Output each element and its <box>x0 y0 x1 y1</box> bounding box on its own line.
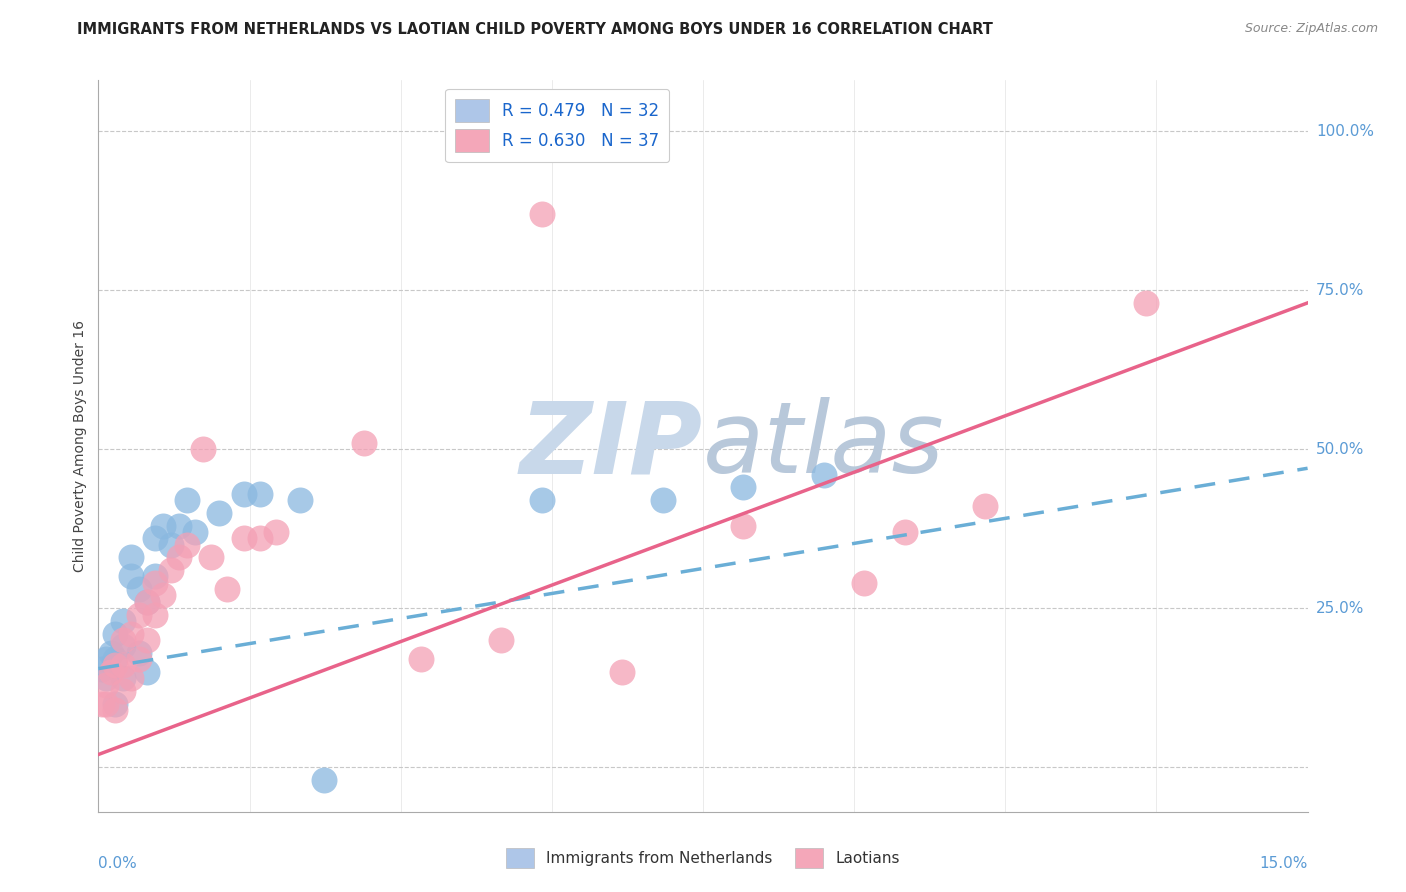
Point <box>96 677 118 691</box>
Legend: R = 0.479   N = 32, R = 0.630   N = 37: R = 0.479 N = 32, R = 0.630 N = 37 <box>446 88 669 162</box>
Point <box>530 207 553 221</box>
Text: 50.0%: 50.0% <box>1316 442 1364 457</box>
Point <box>120 671 142 685</box>
Point <box>91 697 114 711</box>
Point <box>120 550 142 565</box>
Point <box>96 671 118 685</box>
Point <box>111 632 134 647</box>
Point <box>100 665 122 679</box>
Text: 100.0%: 100.0% <box>1316 124 1374 138</box>
Point <box>612 665 634 679</box>
Point <box>288 493 311 508</box>
Point <box>111 640 134 654</box>
Point <box>409 652 432 666</box>
Point <box>111 614 134 628</box>
Point <box>91 662 114 676</box>
Point <box>353 435 375 450</box>
Y-axis label: Child Poverty Among Boys Under 16: Child Poverty Among Boys Under 16 <box>73 320 87 572</box>
Point <box>96 652 118 666</box>
Point <box>143 569 166 583</box>
Point <box>217 582 239 596</box>
Point <box>160 538 183 552</box>
Point <box>135 595 157 609</box>
Point <box>1135 296 1157 310</box>
Text: 75.0%: 75.0% <box>1316 283 1364 298</box>
Point <box>128 652 150 666</box>
Point <box>111 684 134 698</box>
Point <box>100 646 122 660</box>
Point <box>103 697 125 711</box>
Point <box>103 626 125 640</box>
Point <box>143 531 166 545</box>
Point <box>120 569 142 583</box>
Point <box>893 524 915 539</box>
Text: 15.0%: 15.0% <box>1260 855 1308 871</box>
Point <box>249 531 271 545</box>
Point <box>853 575 876 590</box>
Point <box>264 524 287 539</box>
Point <box>111 671 134 685</box>
Point <box>143 575 166 590</box>
Point <box>249 486 271 500</box>
Point <box>176 538 198 552</box>
Point <box>135 632 157 647</box>
Text: 0.0%: 0.0% <box>98 855 138 871</box>
Text: atlas: atlas <box>703 398 945 494</box>
Point <box>135 595 157 609</box>
Point <box>128 646 150 660</box>
Text: Source: ZipAtlas.com: Source: ZipAtlas.com <box>1244 22 1378 36</box>
Point <box>111 658 134 673</box>
Point <box>160 563 183 577</box>
Point <box>491 632 513 647</box>
Point <box>167 518 190 533</box>
Point <box>733 518 755 533</box>
Point <box>232 486 254 500</box>
Point <box>200 550 222 565</box>
Legend: Immigrants from Netherlands, Laotians: Immigrants from Netherlands, Laotians <box>499 840 907 875</box>
Point <box>176 493 198 508</box>
Point <box>974 500 997 514</box>
Text: 25.0%: 25.0% <box>1316 600 1364 615</box>
Point <box>152 589 174 603</box>
Point <box>733 480 755 494</box>
Point <box>128 607 150 622</box>
Point <box>135 665 157 679</box>
Point <box>120 626 142 640</box>
Point <box>232 531 254 545</box>
Point <box>167 550 190 565</box>
Point <box>530 493 553 508</box>
Point <box>143 607 166 622</box>
Point <box>813 467 835 482</box>
Point <box>96 697 118 711</box>
Point <box>208 506 231 520</box>
Point <box>103 658 125 673</box>
Text: IMMIGRANTS FROM NETHERLANDS VS LAOTIAN CHILD POVERTY AMONG BOYS UNDER 16 CORRELA: IMMIGRANTS FROM NETHERLANDS VS LAOTIAN C… <box>77 22 993 37</box>
Point <box>152 518 174 533</box>
Point <box>193 442 215 457</box>
Point <box>184 524 207 539</box>
Point <box>128 582 150 596</box>
Point <box>651 493 673 508</box>
Point <box>103 703 125 717</box>
Point <box>314 772 336 787</box>
Text: ZIP: ZIP <box>520 398 703 494</box>
Point <box>103 652 125 666</box>
